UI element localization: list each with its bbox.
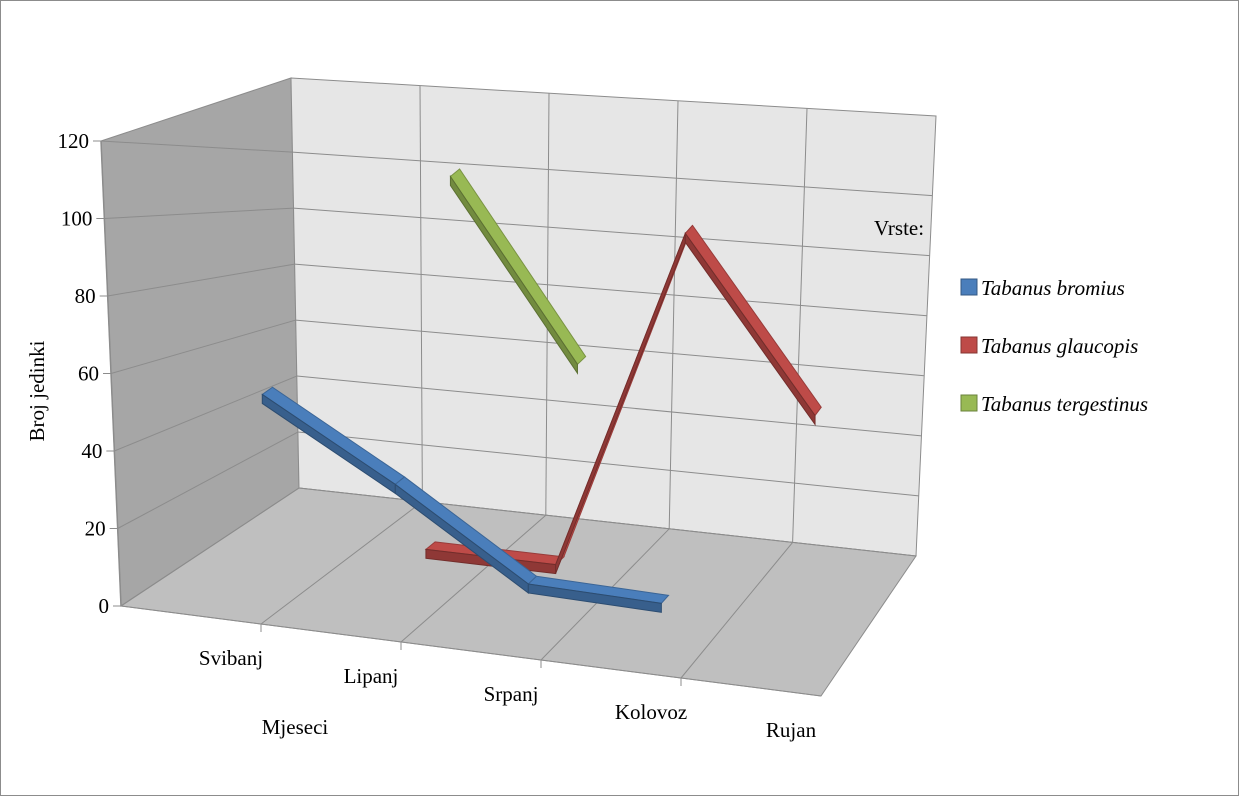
y-tick-label: 120 bbox=[58, 129, 90, 153]
x-tick-label: Srpanj bbox=[484, 682, 539, 706]
y-tick-label: 40 bbox=[81, 439, 102, 463]
x-tick-label: Kolovoz bbox=[615, 700, 687, 724]
x-tick-label: Svibanj bbox=[199, 646, 263, 670]
legend-swatch bbox=[961, 395, 977, 411]
x-axis-title: Mjeseci bbox=[262, 715, 329, 739]
x-tick-label: Lipanj bbox=[344, 664, 399, 688]
legend-label: Tabanus bromius bbox=[981, 276, 1125, 300]
y-tick-label: 20 bbox=[85, 517, 106, 541]
y-axis-title: Broj jedinki bbox=[25, 340, 49, 441]
legend-swatch bbox=[961, 279, 977, 295]
y-tick-label: 100 bbox=[61, 207, 93, 231]
legend-label: Tabanus tergestinus bbox=[981, 392, 1148, 416]
legend-label: Tabanus glaucopis bbox=[981, 334, 1138, 358]
y-tick-label: 80 bbox=[75, 284, 96, 308]
x-tick-label: Rujan bbox=[766, 718, 817, 742]
y-tick-label: 60 bbox=[78, 362, 99, 386]
legend-title: Vrste: bbox=[874, 216, 924, 240]
y-tick-label: 0 bbox=[99, 594, 110, 618]
legend-swatch bbox=[961, 337, 977, 353]
legend: Tabanus bromius Tabanus glaucopis Tabanus … bbox=[961, 276, 1148, 416]
